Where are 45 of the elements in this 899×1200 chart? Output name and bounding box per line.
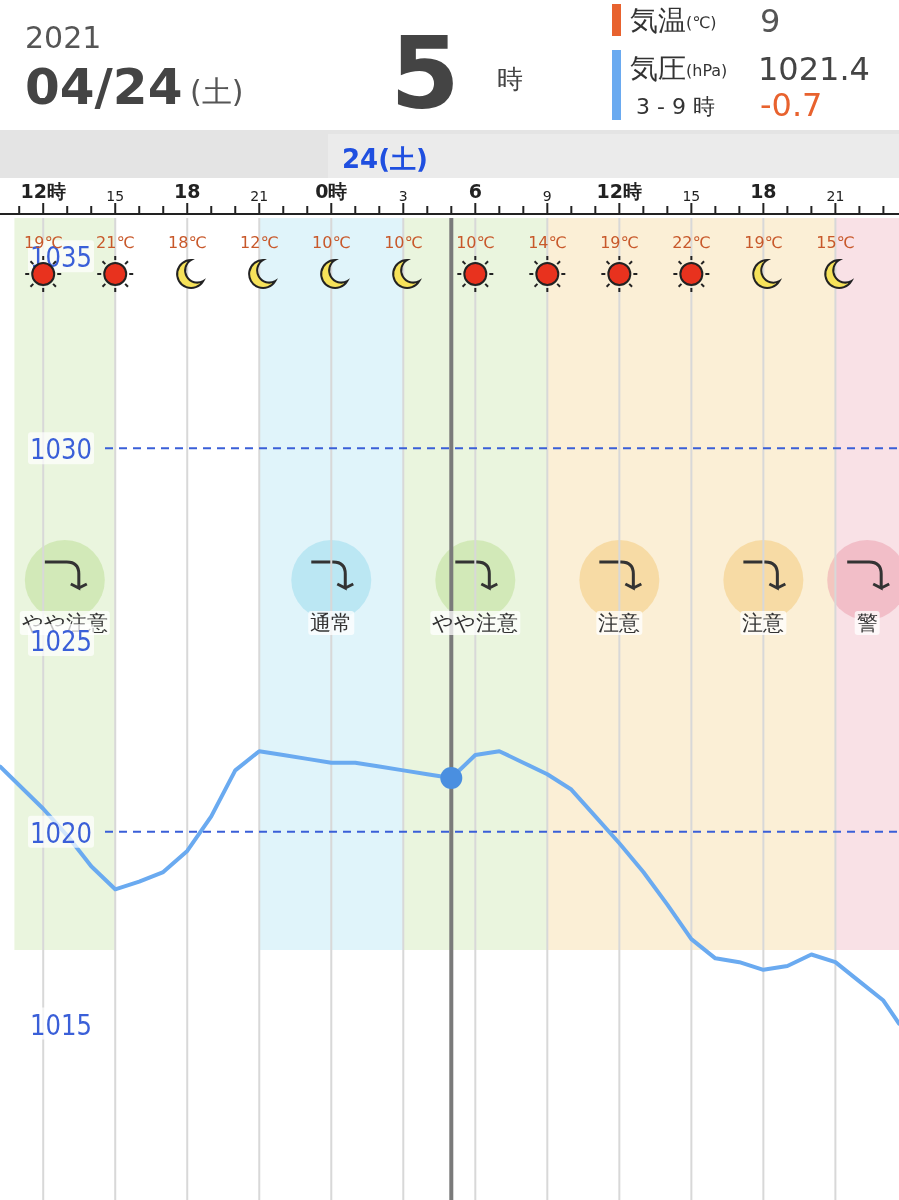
text: 気温: [630, 4, 686, 37]
y-tick-label: 1030: [30, 433, 102, 467]
x-tick-label: 9: [542, 188, 552, 204]
band-label: 注意: [742, 611, 785, 635]
x-tick-label: 15: [106, 188, 125, 204]
x-tick-label: 12時: [20, 180, 66, 202]
x-tick-label: 15: [682, 188, 701, 204]
band-label: 注意: [598, 611, 641, 635]
y-tick-label: 1015: [30, 1008, 102, 1042]
x-tick-label: 18: [174, 180, 201, 202]
text: (土): [190, 74, 244, 109]
text: (hPa): [686, 61, 728, 80]
annotation: 22℃: [672, 233, 711, 252]
annotation: 12℃: [240, 233, 279, 252]
text: 気圧: [630, 52, 686, 85]
band-label: やや注意: [432, 611, 519, 635]
annotation: 21℃: [96, 233, 135, 252]
text: 24(土): [342, 144, 428, 174]
band-label: 通常: [310, 611, 353, 635]
band-label: 警: [856, 611, 878, 635]
text: 04/24: [25, 58, 183, 116]
annotation: 15℃: [816, 233, 855, 252]
text: 9: [760, 2, 781, 40]
y-tick-label: 1020: [30, 816, 102, 850]
text: 1021.4: [758, 50, 870, 88]
x-tick-label: 0時: [315, 180, 348, 202]
annotation: 10℃: [312, 233, 351, 252]
text: -0.7: [760, 86, 823, 124]
annotation: 10℃: [456, 233, 495, 252]
x-tick-label: 12時: [596, 180, 643, 202]
x-tick-label: 6: [468, 180, 482, 202]
annotation: 14℃: [528, 233, 567, 252]
x-tick-label: 21: [250, 188, 269, 204]
text: 3 - 9 時: [636, 94, 715, 119]
annotation: 18℃: [168, 233, 207, 252]
x-tick-label: 21: [826, 188, 845, 204]
annotation: 19℃: [600, 233, 639, 252]
text: 2021: [25, 20, 102, 55]
text: 5: [390, 15, 460, 132]
x-tick-label: 3: [398, 188, 408, 204]
x-tick-label: 18: [750, 180, 777, 202]
text: 時: [497, 64, 523, 94]
text: (℃): [686, 13, 717, 32]
annotation: 10℃: [384, 233, 423, 252]
annotation: 19℃: [744, 233, 783, 252]
